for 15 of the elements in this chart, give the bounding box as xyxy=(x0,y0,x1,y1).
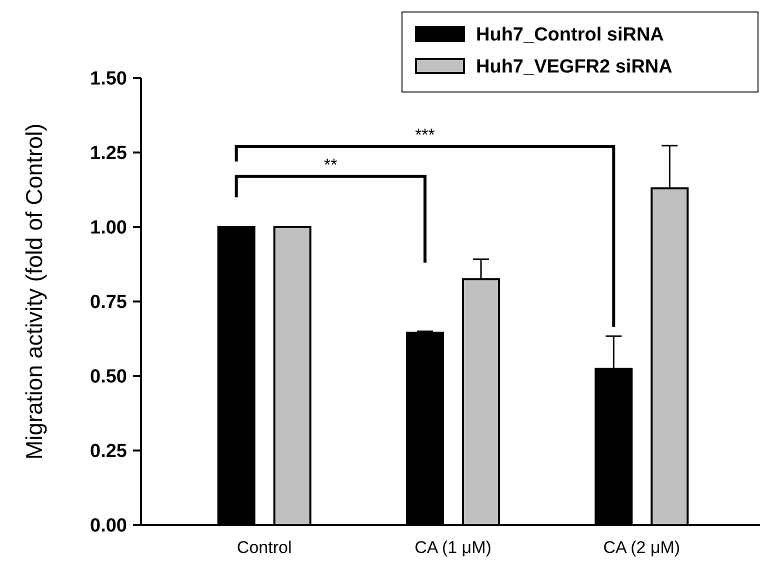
legend-label: Huh7_Control siRNA xyxy=(476,24,664,46)
y-axis-title: Migration activity (fold of Control) xyxy=(21,123,47,460)
x-tick-label: Control xyxy=(236,538,292,557)
y-tick-label: 0.00 xyxy=(90,516,127,537)
annotation: *** xyxy=(415,126,436,145)
y-tick-label: 1.00 xyxy=(90,218,127,239)
y-tick-label: 1.25 xyxy=(90,143,128,164)
legend-label: Huh7_VEGFR2 siRNA xyxy=(476,56,673,78)
y-tick-label: 0.75 xyxy=(90,292,128,314)
x-tick-label: CA (2 μM) xyxy=(603,538,680,557)
y-tick-label: 1.50 xyxy=(90,68,127,90)
y-tick-label: 0.25 xyxy=(90,441,128,462)
annotation: ** xyxy=(324,155,338,174)
x-tick-label: CA (1 μM) xyxy=(414,538,492,557)
y-tick-label: 0.50 xyxy=(90,366,127,388)
